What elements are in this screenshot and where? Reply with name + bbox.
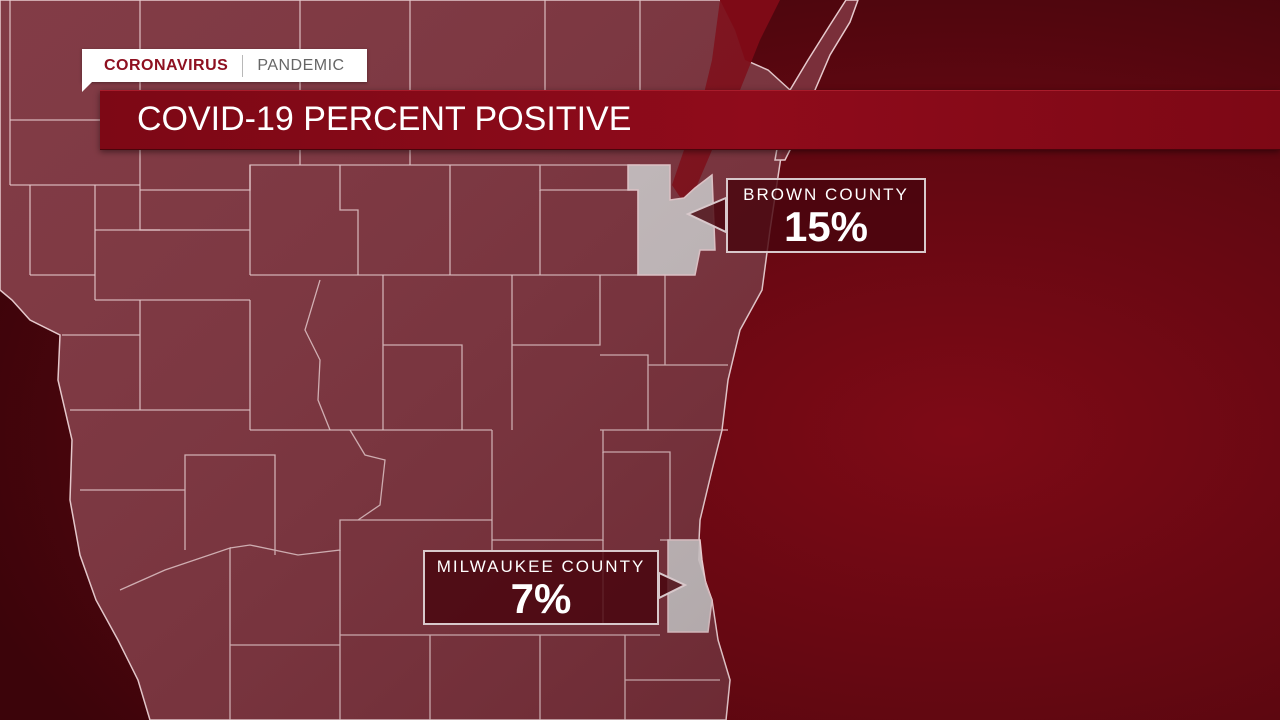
subcategory-label: PANDEMIC bbox=[257, 57, 345, 74]
milwaukee-county-callout: MILWAUKEE COUNTY 7% bbox=[423, 550, 659, 625]
percent-positive-value: 15% bbox=[783, 203, 869, 250]
category-tag: CORONAVIRUS PANDEMIC bbox=[82, 49, 367, 92]
page-title: COVID-19 PERCENT POSITIVE bbox=[137, 100, 632, 138]
title-bar: COVID-19 PERCENT POSITIVE bbox=[100, 90, 1280, 150]
land-shading bbox=[0, 0, 790, 720]
county-name-label: BROWN COUNTY bbox=[743, 185, 909, 204]
tag-divider bbox=[242, 54, 244, 77]
percent-positive-value: 7% bbox=[510, 575, 572, 622]
milwaukee-callout-pointer bbox=[658, 571, 688, 600]
brown-county-callout: BROWN COUNTY 15% bbox=[726, 178, 926, 253]
county-name-label: MILWAUKEE COUNTY bbox=[436, 557, 646, 576]
category-label: CORONAVIRUS bbox=[104, 57, 229, 74]
